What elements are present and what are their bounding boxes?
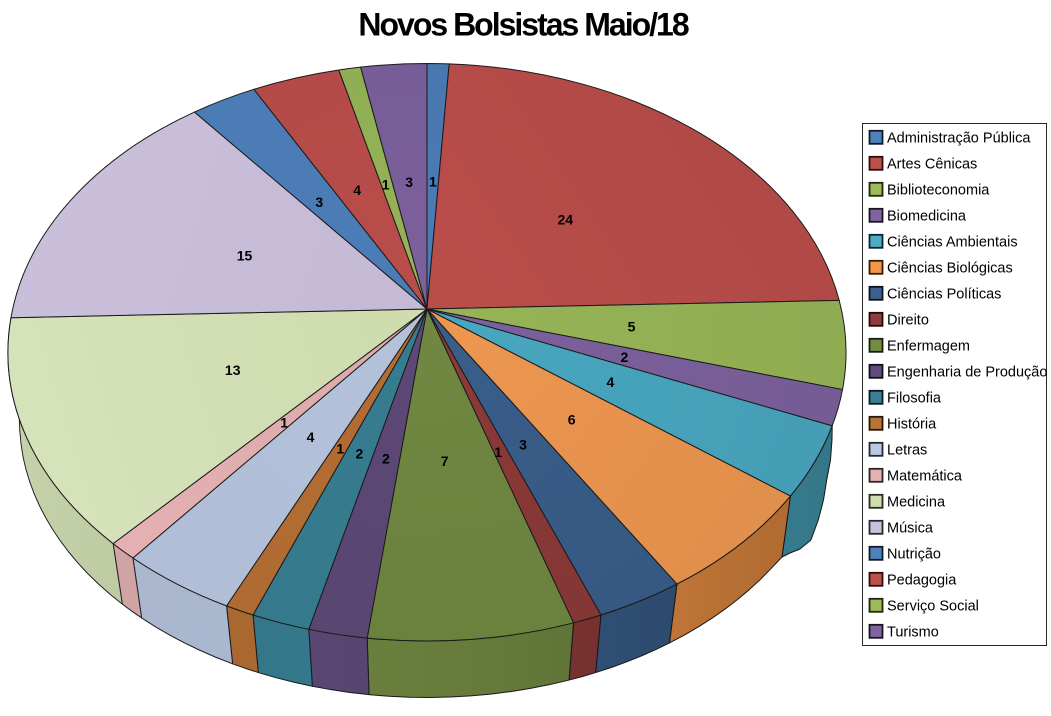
svg-text:Pedagogia: Pedagogia — [887, 572, 957, 588]
svg-text:2: 2 — [356, 446, 364, 462]
svg-text:4: 4 — [307, 429, 315, 445]
svg-text:Nutrição: Nutrição — [887, 546, 941, 562]
svg-text:24: 24 — [558, 212, 574, 228]
svg-text:Música: Música — [887, 520, 934, 536]
svg-text:5: 5 — [628, 318, 636, 334]
svg-text:Artes Cênicas: Artes Cênicas — [887, 156, 977, 172]
svg-text:15: 15 — [237, 248, 253, 264]
svg-text:Novos Bolsistas Maio/18: Novos Bolsistas Maio/18 — [358, 7, 688, 43]
svg-text:Biomedicina: Biomedicina — [887, 208, 967, 224]
svg-text:Filosofia: Filosofia — [887, 390, 942, 406]
svg-text:7: 7 — [441, 453, 449, 469]
svg-text:3: 3 — [315, 194, 323, 210]
svg-text:Matemática: Matemática — [887, 468, 963, 484]
svg-text:1: 1 — [429, 174, 437, 190]
svg-text:Medicina: Medicina — [887, 494, 946, 510]
svg-text:2: 2 — [621, 349, 629, 365]
svg-text:3: 3 — [519, 436, 527, 452]
svg-text:3: 3 — [405, 174, 413, 190]
svg-text:História: História — [887, 416, 937, 432]
svg-text:Biblioteconomia: Biblioteconomia — [887, 182, 990, 198]
svg-text:1: 1 — [382, 176, 390, 192]
svg-text:Ciências Políticas: Ciências Políticas — [887, 286, 1001, 302]
svg-text:4: 4 — [607, 374, 615, 390]
svg-text:Letras: Letras — [887, 442, 927, 458]
svg-text:13: 13 — [225, 362, 241, 378]
svg-text:1: 1 — [494, 444, 502, 460]
svg-text:Ciências Ambientais: Ciências Ambientais — [887, 234, 1018, 250]
svg-text:1: 1 — [280, 415, 288, 431]
svg-text:Enfermagem: Enfermagem — [887, 338, 970, 354]
svg-text:2: 2 — [382, 451, 390, 467]
svg-text:Turismo: Turismo — [887, 624, 939, 640]
svg-text:4: 4 — [353, 182, 361, 198]
svg-text:Serviço Social: Serviço Social — [887, 598, 979, 614]
svg-text:Direito: Direito — [887, 312, 929, 328]
svg-text:1: 1 — [336, 441, 344, 457]
svg-text:Engenharia de Produção: Engenharia de Produção — [887, 364, 1047, 380]
svg-text:6: 6 — [568, 411, 576, 427]
svg-text:Ciências Biológicas: Ciências Biológicas — [887, 260, 1013, 276]
svg-text:Administração Pública: Administração Pública — [887, 130, 1031, 146]
